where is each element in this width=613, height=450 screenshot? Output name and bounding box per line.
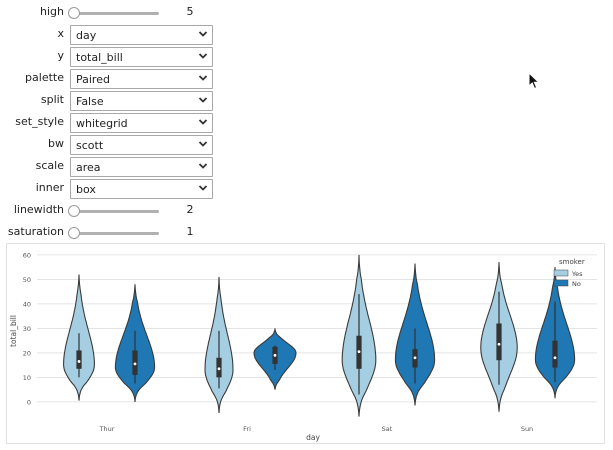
- bw-select[interactable]: scott: [70, 135, 213, 155]
- split-label: split: [40, 93, 64, 106]
- chart-legend: smoker Yes No: [553, 258, 585, 288]
- y-tick-label: 40: [23, 300, 31, 308]
- y-select-value: total_bill: [76, 51, 123, 64]
- chevron-down-icon: [198, 141, 208, 147]
- legend-title: smoker: [559, 258, 585, 266]
- y-tick-label: 10: [23, 374, 31, 382]
- set-style-label: set_style: [15, 115, 64, 128]
- x-select-value: day: [76, 29, 97, 42]
- violin-median: [77, 360, 81, 363]
- chevron-down-icon: [198, 97, 208, 103]
- bw-select-value: scott: [76, 139, 104, 152]
- palette-select[interactable]: Paired: [70, 69, 213, 89]
- control-bw: bw scott: [0, 135, 240, 155]
- linewidth-slider-thumb[interactable]: [68, 205, 80, 217]
- x-tick-label: Fri: [243, 425, 251, 433]
- violin-chart: 0 10 20 30 40 50 60 Thur Fri Sat Sun smoker Yes No…: [9, 251, 597, 442]
- control-inner: inner box: [0, 179, 240, 199]
- high-slider[interactable]: [72, 12, 159, 15]
- y-label: y: [57, 49, 64, 62]
- x-tick-label: Thur: [99, 425, 115, 433]
- saturation-slider-thumb[interactable]: [68, 227, 80, 239]
- mouse-pointer-icon: [528, 72, 540, 90]
- violin-median: [497, 342, 501, 346]
- violin-median: [273, 353, 277, 357]
- linewidth-slider[interactable]: [72, 210, 159, 213]
- y-axis-label: total_bill: [9, 315, 18, 347]
- set-style-select-value: whitegrid: [76, 117, 128, 130]
- set-style-select[interactable]: whitegrid: [70, 113, 213, 133]
- violin-median: [357, 350, 361, 354]
- control-set-style: set_style whitegrid: [0, 113, 240, 133]
- bw-label: bw: [48, 137, 64, 150]
- inner-label: inner: [35, 181, 64, 194]
- x-tick-label: Sat: [382, 425, 393, 433]
- violin-box: [76, 350, 82, 369]
- high-label: high: [40, 5, 64, 18]
- x-select[interactable]: day: [70, 25, 213, 45]
- x-label: x: [57, 27, 64, 40]
- scale-label: scale: [35, 159, 64, 172]
- linewidth-value: 2: [186, 203, 194, 216]
- palette-select-value: Paired: [76, 73, 110, 86]
- control-scale: scale area: [0, 157, 240, 177]
- scale-select[interactable]: area: [70, 157, 213, 177]
- control-y: y total_bill: [0, 47, 240, 67]
- linewidth-label: linewidth: [13, 203, 64, 216]
- chevron-down-icon: [198, 31, 208, 37]
- scale-select-value: area: [76, 161, 101, 174]
- chevron-down-icon: [198, 75, 208, 81]
- split-select-value: False: [76, 95, 104, 108]
- y-tick-label: 60: [23, 251, 31, 259]
- control-split: split False: [0, 91, 240, 111]
- violin-box: [496, 323, 502, 361]
- control-x: x day: [0, 25, 240, 45]
- violin-median: [413, 356, 417, 360]
- palette-label: palette: [25, 71, 64, 84]
- saturation-slider[interactable]: [72, 232, 159, 235]
- y-tick-label: 0: [27, 398, 31, 406]
- control-high: high 5: [0, 3, 240, 23]
- control-linewidth: linewidth 2: [0, 201, 240, 221]
- inner-select-value: box: [76, 183, 96, 196]
- split-select[interactable]: False: [70, 91, 213, 111]
- legend-label-no: No: [572, 280, 581, 288]
- inner-select[interactable]: box: [70, 179, 213, 199]
- y-tick-label: 50: [23, 276, 31, 284]
- legend-swatch-yes: [553, 269, 569, 277]
- x-tick-label: Sun: [521, 425, 533, 433]
- chevron-down-icon: [198, 163, 208, 169]
- high-slider-thumb[interactable]: [68, 7, 80, 19]
- control-saturation: saturation 1: [0, 223, 240, 243]
- violin-box: [552, 340, 558, 368]
- chevron-down-icon: [198, 119, 208, 125]
- saturation-label: saturation: [7, 225, 64, 238]
- y-select[interactable]: total_bill: [70, 47, 213, 67]
- chevron-down-icon: [198, 185, 208, 191]
- y-tick-label: 30: [23, 325, 31, 333]
- x-axis-label: day: [306, 433, 320, 442]
- chevron-down-icon: [198, 53, 208, 59]
- violin-median: [133, 362, 137, 366]
- plot-output: 0 10 20 30 40 50 60 Thur Fri Sat Sun smoker Yes No…: [6, 243, 605, 444]
- high-value: 5: [186, 5, 194, 18]
- control-palette: palette Paired: [0, 69, 240, 89]
- violin-median: [553, 356, 557, 360]
- legend-swatch-no: [553, 279, 569, 287]
- y-tick-label: 20: [23, 349, 31, 357]
- legend-label-yes: Yes: [571, 270, 583, 278]
- violin-median: [217, 367, 221, 371]
- saturation-value: 1: [186, 225, 194, 238]
